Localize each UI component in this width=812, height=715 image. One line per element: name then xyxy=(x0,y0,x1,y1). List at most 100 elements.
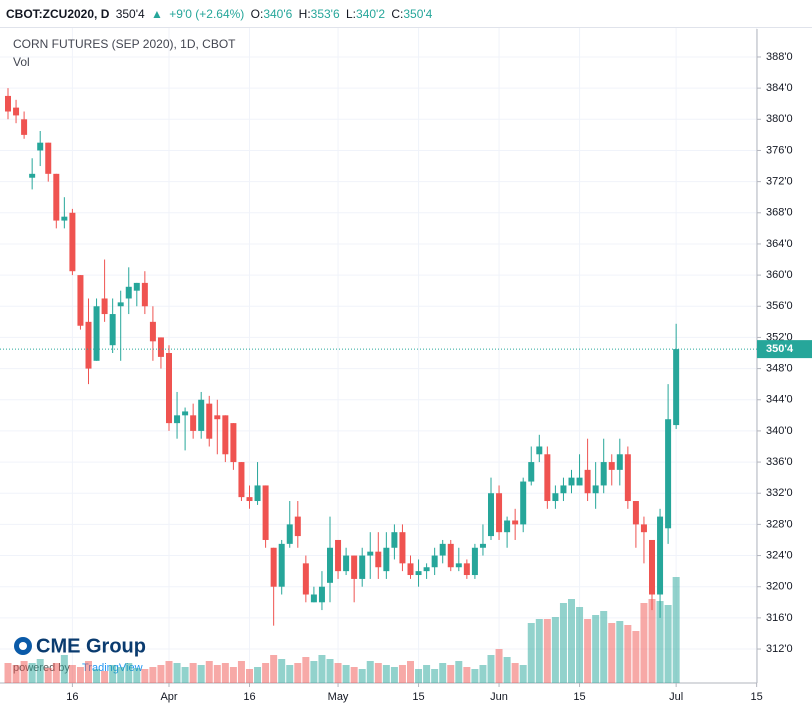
low: 340'2 xyxy=(356,7,386,21)
volume-bar xyxy=(382,665,390,683)
volume-bar xyxy=(326,659,334,683)
candle-body xyxy=(423,567,430,572)
candle-body xyxy=(665,419,672,529)
candle-body xyxy=(375,551,382,568)
volume-bar xyxy=(141,669,149,683)
x-tick-label: 15 xyxy=(573,691,585,703)
candle-body xyxy=(649,539,655,595)
candle-body xyxy=(343,555,350,572)
x-tick-label: 16 xyxy=(66,691,78,703)
candle-body xyxy=(576,477,583,486)
header: CBOT:ZCU2020, D 350'4 ▲ +9'0 (+2.64%) O:… xyxy=(0,0,812,28)
candle-body xyxy=(198,399,205,431)
volume-bar xyxy=(584,619,592,683)
volume-bar xyxy=(390,667,398,683)
candle-body xyxy=(149,321,156,342)
candle-body xyxy=(157,337,164,357)
candle-body xyxy=(182,411,189,416)
candle-body xyxy=(471,547,478,576)
logo-icon-inner xyxy=(19,642,27,650)
volume-bar xyxy=(93,669,101,683)
volume-bar xyxy=(213,665,221,683)
y-tick-label: 376'0 xyxy=(766,144,793,156)
candle-body xyxy=(632,501,639,525)
x-tick-label: May xyxy=(328,691,349,703)
candle-body xyxy=(399,532,406,564)
volume-bar xyxy=(374,663,382,683)
candle-body xyxy=(101,298,108,315)
volume-bar xyxy=(197,665,205,683)
x-tick-label: Jun xyxy=(490,691,508,703)
y-tick-label: 360'0 xyxy=(766,269,793,281)
volume-bar xyxy=(664,605,672,683)
volume-bar xyxy=(246,669,253,683)
candle-body xyxy=(222,415,229,455)
candle-body xyxy=(278,543,285,587)
candle-body xyxy=(640,524,647,533)
volume-bar xyxy=(632,631,640,683)
volume-bar xyxy=(318,655,326,683)
candle-body xyxy=(206,403,213,439)
volume-bar xyxy=(44,668,52,683)
candle-body xyxy=(166,353,172,424)
y-tick-label: 324'0 xyxy=(766,549,793,561)
candle-body xyxy=(214,415,221,420)
candle-body xyxy=(552,493,559,502)
x-tick-label: Jul xyxy=(669,691,683,703)
candle-body xyxy=(600,462,607,486)
y-tick-label: 316'0 xyxy=(766,612,793,624)
candle-body xyxy=(85,321,92,369)
y-tick-label: 332'0 xyxy=(766,487,793,499)
y-tick-label: 340'0 xyxy=(766,425,793,437)
volume-bar xyxy=(608,623,616,683)
candle-body xyxy=(13,107,20,116)
volume-bar xyxy=(358,669,366,683)
volume-bar xyxy=(117,667,125,683)
volume-bar xyxy=(157,665,165,683)
volume-bar xyxy=(398,665,406,683)
volume-bar xyxy=(415,669,423,683)
low-label: L: xyxy=(346,7,357,21)
candle-body xyxy=(415,571,422,576)
last-price-box xyxy=(757,340,812,359)
volume-bar xyxy=(334,663,342,683)
candle-body xyxy=(53,173,60,221)
candle-body xyxy=(624,454,631,502)
candle-body xyxy=(560,485,567,494)
close-label: C: xyxy=(391,7,404,21)
candle-body xyxy=(351,555,358,579)
candle-body xyxy=(616,454,623,470)
candle-body xyxy=(608,462,615,470)
high-label: H: xyxy=(298,7,311,21)
volume-bar xyxy=(431,669,439,683)
candle-body xyxy=(190,415,197,431)
candle-body xyxy=(455,563,462,568)
volume-bar xyxy=(294,663,302,683)
volume-bar xyxy=(149,667,157,683)
volume-bar xyxy=(28,663,36,683)
volume-bar xyxy=(60,655,68,683)
candle-body xyxy=(512,520,519,525)
volume-bar xyxy=(189,663,197,683)
candle-body xyxy=(447,543,454,568)
volume-bar xyxy=(672,577,680,683)
volume-bar xyxy=(535,619,543,683)
open-label: O: xyxy=(250,7,264,21)
high: 353'6 xyxy=(310,7,340,21)
candle-body xyxy=(367,551,374,556)
candle-body xyxy=(584,469,591,494)
volume-bar xyxy=(68,665,76,683)
candle-body xyxy=(327,547,333,583)
volume-bar xyxy=(270,655,278,683)
volume-bar xyxy=(648,599,656,683)
volume-bar xyxy=(237,661,245,683)
volume-bar xyxy=(205,661,213,683)
close: 350'4 xyxy=(403,7,433,21)
candle-body xyxy=(174,415,181,424)
candle-body xyxy=(544,454,551,502)
candle-body xyxy=(439,543,446,556)
candle-body xyxy=(262,485,269,540)
volume-bar xyxy=(229,667,237,683)
